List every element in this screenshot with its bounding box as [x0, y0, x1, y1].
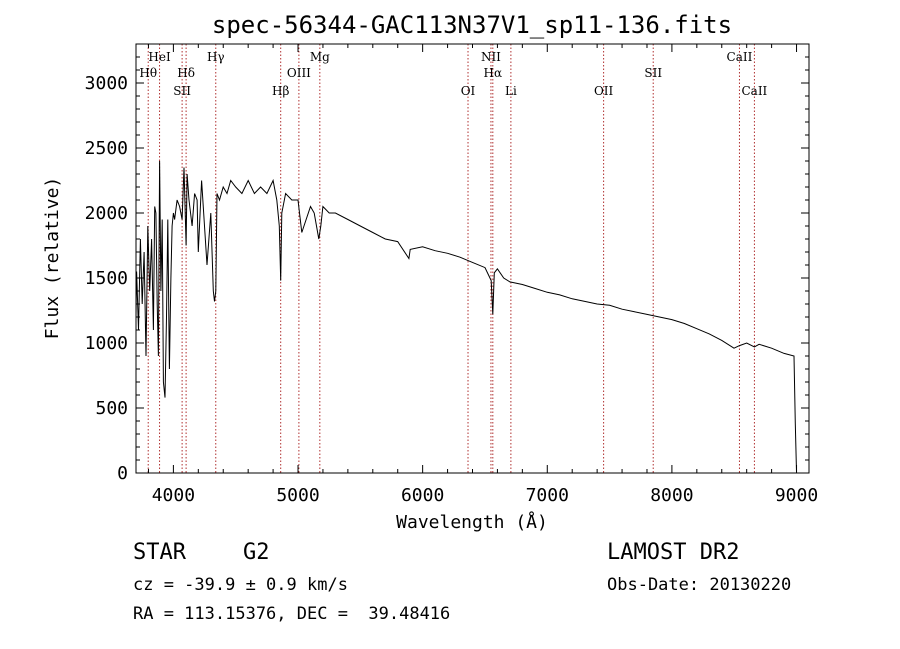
survey-name: LAMOST DR2 [607, 540, 740, 565]
y-tick-label: 1000 [85, 333, 128, 354]
redshift-cz: cz = -39.9 ± 0.9 km/s [133, 575, 348, 595]
line-label: Hβ [272, 84, 289, 98]
object-class: STAR [133, 540, 186, 565]
x-tick-label: 8000 [650, 485, 693, 506]
line-label: SII [644, 66, 662, 80]
axis-ticks: 4000 5000 6000 7000 8000 9000 0 500 1000 1500 2000… [85, 44, 818, 506]
spectral-subclass: G2 [243, 540, 270, 565]
y-tick-label: 3000 [85, 73, 128, 94]
line-label: SII [173, 84, 191, 98]
x-tick-label: 9000 [775, 485, 818, 506]
line-label: HeI [148, 50, 171, 64]
y-tick-label: 2000 [85, 203, 128, 224]
x-tick-label: 7000 [526, 485, 569, 506]
y-axis-label: Flux (relative) [42, 177, 63, 340]
x-tick-label: 4000 [152, 485, 195, 506]
line-label: OIII [287, 66, 311, 80]
line-label: Mg [310, 50, 330, 64]
line-label: NII [481, 50, 501, 64]
observation-date: Obs-Date: 20130220 [607, 575, 792, 595]
x-tick-label: 6000 [401, 485, 444, 506]
y-tick-label: 0 [117, 463, 128, 484]
plot-frame [135, 43, 810, 474]
spectral-line-markers [147, 44, 755, 473]
y-tick-label: 500 [95, 398, 128, 419]
y-tick-label: 1500 [85, 268, 128, 289]
line-label: CaII [741, 84, 767, 98]
line-label: Hθ [139, 66, 157, 80]
x-axis-label: Wavelength (Å) [396, 511, 548, 533]
y-tick-label: 2500 [85, 138, 128, 159]
chart-title: spec-56344-GAC113N37V1_sp11-136.fits [212, 11, 732, 39]
line-label: Li [505, 84, 517, 98]
spectrum-line [135, 160, 797, 472]
line-label: Hγ [207, 50, 225, 64]
line-label: CaII [727, 50, 753, 64]
coordinates: RA = 113.15376, DEC = 39.48416 [133, 604, 451, 624]
x-tick-label: 5000 [276, 485, 319, 506]
line-label: OII [594, 84, 614, 98]
line-label: Hα [484, 66, 503, 80]
line-label: OI [461, 84, 476, 98]
line-label: Hδ [177, 66, 195, 80]
